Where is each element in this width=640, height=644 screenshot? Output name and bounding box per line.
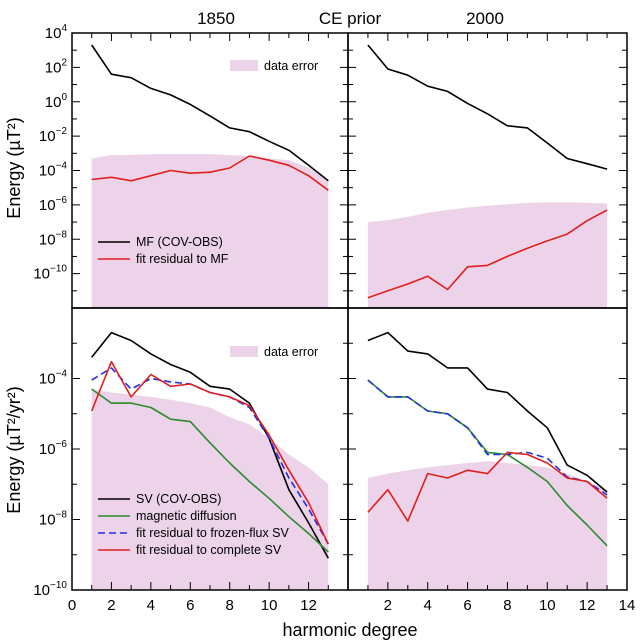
y-tick-label: 10−4 <box>39 369 68 388</box>
legend-label: MF (COV-OBS) <box>136 235 223 249</box>
y-tick-label: 10−6 <box>39 195 68 214</box>
legend-label: fit residual to MF <box>136 252 229 266</box>
legend: data error SV (COV-OBS) magnetic diffusion… <box>98 345 318 557</box>
title-center: CE prior <box>319 9 382 28</box>
legend-swatch-data-error <box>230 60 258 71</box>
data-error-band <box>91 389 329 590</box>
y-tick-label: 10−2 <box>39 126 68 145</box>
legend-label: fit residual to complete SV <box>136 543 282 557</box>
plot-frame <box>347 307 628 591</box>
legend-label: magnetic diffusion <box>136 509 237 523</box>
x-axis-label: harmonic degree <box>282 620 417 640</box>
series-line-sv-cov-obs <box>367 331 608 493</box>
series-line-mf-cov-obs <box>367 44 608 170</box>
series-line-magnetic-diffusion <box>91 388 329 553</box>
y-tick-label: 100 <box>45 92 68 111</box>
x-tick-label: 2 <box>384 597 392 614</box>
chart-panel-top-left: 104 102 100 10−2 10−4 10−6 10−8 10−10 data error… <box>33 23 349 309</box>
series-line-fit-residual-to-mf <box>91 155 329 191</box>
x-tick-label: 12 <box>579 597 596 614</box>
series-line-fit-residual-to-complete-sv <box>367 451 608 522</box>
title-left: 1850 <box>197 9 235 28</box>
legend-swatch-data-error <box>230 346 258 357</box>
x-tick-label: 0 <box>68 597 76 614</box>
y-tick-label: 10−10 <box>33 580 67 599</box>
y-axis-label-top: Energy (µT²) <box>4 117 24 218</box>
data-error-band <box>367 202 608 308</box>
chart-panel-bottom-left: 10−4 10−6 10−8 10−100 2 4 6 8 10 12 data error SV (… <box>33 307 349 614</box>
legend-label: fit residual to frozen-flux SV <box>136 526 290 540</box>
chart-panel-top-right <box>347 32 628 309</box>
legend-label-data-error: data error <box>264 59 318 73</box>
series-line-fit-residual-to-mf <box>367 209 608 299</box>
x-tick-label: 12 <box>300 597 317 614</box>
y-tick-label: 10−4 <box>39 161 68 180</box>
x-tick-label: 4 <box>147 597 155 614</box>
data-error-band <box>91 154 329 308</box>
title-right: 2000 <box>466 9 504 28</box>
series-line-sv-cov-obs <box>91 331 329 559</box>
chart-panel-bottom-right: 2 4 6 8 10 12 14 <box>347 307 636 614</box>
x-tick-label: 10 <box>539 597 556 614</box>
legend-label-data-error: data error <box>264 345 318 359</box>
data-error-band <box>367 461 608 590</box>
x-tick-label: 8 <box>226 597 234 614</box>
y-tick-label: 104 <box>45 23 68 42</box>
x-tick-label: 6 <box>463 597 471 614</box>
x-tick-label: 6 <box>186 597 194 614</box>
series-line-fit-residual-to-complete-sv <box>90 360 330 545</box>
y-tick-label: 102 <box>45 57 68 76</box>
y-tick-label: 10−8 <box>39 229 68 248</box>
x-tick-label: 10 <box>261 597 278 614</box>
y-tick-label: 10−8 <box>39 510 68 529</box>
y-tick-label: 10−10 <box>33 264 67 283</box>
series-line-mf-cov-obs <box>91 44 329 182</box>
x-tick-label: 8 <box>503 597 511 614</box>
x-tick-label: 2 <box>107 597 115 614</box>
legend-label: SV (COV-OBS) <box>136 492 221 506</box>
y-axis-label-bottom: Energy (µT²/yr²) <box>4 386 24 513</box>
y-tick-label: 10−6 <box>39 439 68 458</box>
legend: data error MF (COV-OBS) fit residual to MF <box>98 59 318 266</box>
x-tick-label: 14 <box>619 597 636 614</box>
x-tick-label: 4 <box>424 597 432 614</box>
